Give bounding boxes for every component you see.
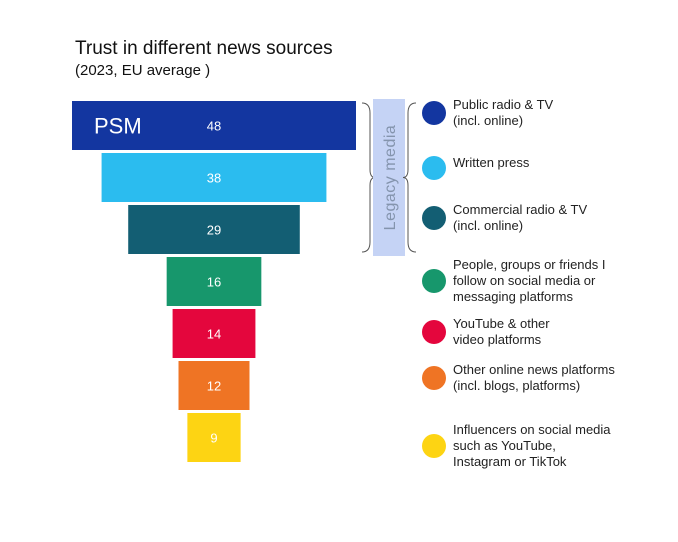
legend-swatch [422,206,446,230]
group-label-box [373,99,405,256]
psm-bar-tag: PSM [94,114,142,139]
bar-value-label: 12 [207,379,221,394]
bar-value-label: 29 [207,223,221,238]
legend-label: Influencers on social media such as YouTu… [453,422,611,469]
legend-swatch [422,101,446,125]
funnel-bars: 48 PSM 38 29 16 14 12 9 [72,101,356,462]
legend-swatch [422,434,446,458]
chart-subtitle: (2023, EU average ) [75,62,210,79]
legend-label: YouTube & other video platforms [453,316,550,347]
bar-value-label: 38 [207,171,221,186]
legend-swatch [422,320,446,344]
legend-label: Other online news platforms (incl. blogs,… [453,362,615,393]
funnel-bar [166,257,262,306]
bar-value-label: 48 [207,119,221,134]
chart-title: Trust in different news sources [75,38,333,59]
funnel-bar [72,101,356,150]
bar-value-label: 9 [210,431,217,446]
funnel-bar [101,153,327,202]
legacy-media-group: Legacy media [361,99,417,256]
bar-value-label: 16 [207,275,221,290]
legend-label: Public radio & TV (incl. online) [453,97,554,128]
legend-label: Commercial radio & TV (incl. online) [453,202,587,233]
legend-swatch [422,366,446,390]
group-label: Legacy media [382,125,399,231]
legend-swatch [422,269,446,293]
legend: Public radio & TV (incl. online) Written p… [422,97,615,469]
funnel-bar [178,361,250,410]
legend-swatch [422,156,446,180]
legend-label: Written press [453,155,530,170]
funnel-bar [128,205,300,254]
bar-value-label: 14 [207,327,221,342]
funnel-bar [187,413,241,462]
funnel-bar [172,309,256,358]
group-right-brace [402,102,417,253]
